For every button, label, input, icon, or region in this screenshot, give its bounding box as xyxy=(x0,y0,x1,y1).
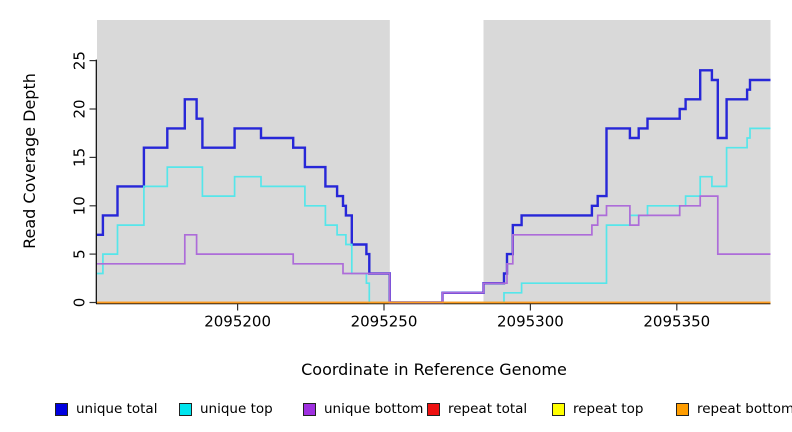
legend-item-repeat-bottom: repeat bottom xyxy=(676,401,792,417)
series-line-unique-bottom xyxy=(97,195,771,304)
x-tick-label: 2095300 xyxy=(497,313,564,331)
y-tick-label: 5 xyxy=(71,249,89,259)
x-tick-label: 2095200 xyxy=(204,313,271,331)
x-tick-label: 2095350 xyxy=(643,313,710,331)
plot-background-band xyxy=(97,20,390,303)
y-tick-label: 20 xyxy=(71,99,89,118)
repeat-top-swatch-icon xyxy=(552,402,565,416)
x-axis-title: Coordinate in Reference Genome xyxy=(301,360,567,379)
plot-background-band xyxy=(483,20,771,303)
y-tick-label: 0 xyxy=(71,298,89,308)
legend-label: repeat total xyxy=(448,401,528,417)
repeat-bottom-swatch-icon xyxy=(676,402,689,416)
legend-item-unique-total: unique total xyxy=(55,401,157,417)
legend-label: unique top xyxy=(200,401,273,417)
legend-item-repeat-total: repeat total xyxy=(427,401,527,417)
series-line-unique-top xyxy=(97,127,771,304)
unique-top-swatch-icon xyxy=(179,402,192,416)
unique-total-swatch-icon xyxy=(55,402,68,416)
legend-item-unique-top: unique top xyxy=(179,401,273,417)
legend-label: repeat bottom xyxy=(697,401,792,417)
legend-label: unique bottom xyxy=(324,401,424,417)
unique-bottom-swatch-icon xyxy=(303,402,316,416)
legend-item-unique-bottom: unique bottom xyxy=(303,401,423,417)
legend-label: unique total xyxy=(76,401,158,417)
repeat-total-swatch-icon xyxy=(427,402,440,416)
x-tick-label: 2095250 xyxy=(351,313,418,331)
legend-item-repeat-top: repeat top xyxy=(552,401,643,417)
y-tick-label: 10 xyxy=(71,196,89,215)
y-tick-label: 25 xyxy=(71,51,89,70)
y-axis-title: Read Coverage Depth xyxy=(20,73,39,249)
y-tick-label: 15 xyxy=(71,148,89,167)
legend-label: repeat top xyxy=(573,401,644,417)
